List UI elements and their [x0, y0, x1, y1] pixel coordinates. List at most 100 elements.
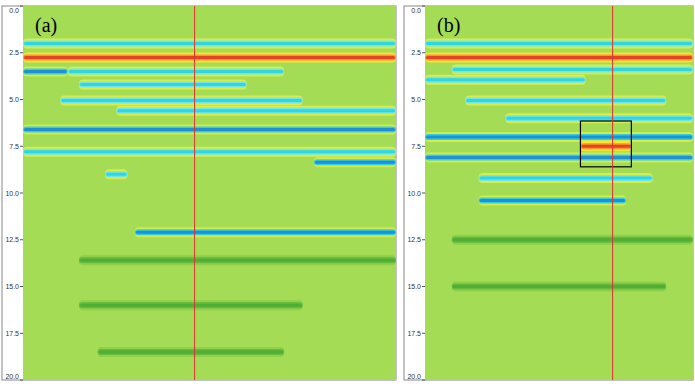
reflector-halo — [452, 65, 693, 75]
figure: 0.02.55.07.510.012.515.017.520.0(a)0.02.… — [0, 0, 695, 386]
y-tick — [422, 6, 425, 7]
y-tick — [20, 193, 23, 194]
reflector-halo — [425, 75, 586, 85]
reflector-halo — [479, 173, 653, 183]
y-tick-label: 5.0 — [411, 96, 421, 103]
reflector-core — [581, 145, 630, 148]
reflector-halo — [23, 124, 396, 134]
reflector-band — [425, 77, 586, 83]
reflector-halo — [425, 52, 693, 62]
y-tick-label: 0.0 — [9, 7, 19, 14]
reflector — [425, 152, 693, 162]
y-tick — [422, 239, 425, 240]
plot-background — [425, 6, 693, 380]
reflector-halo — [60, 95, 302, 105]
reflector — [505, 113, 693, 123]
y-tick-label: 17.5 — [5, 330, 19, 337]
reflector-halo — [452, 282, 666, 292]
panel: 0.02.55.07.510.012.515.017.520.0(b) — [404, 6, 693, 380]
reflector-halo — [23, 52, 396, 62]
panel-frame — [2, 6, 396, 380]
reflector-band — [79, 302, 303, 308]
reflector-core — [24, 56, 395, 59]
reflector-core — [426, 78, 585, 81]
reflector-halo — [79, 80, 247, 90]
reflector-band — [79, 257, 396, 263]
reflector — [79, 300, 303, 310]
reflector — [452, 282, 666, 292]
reflector-band — [68, 68, 284, 74]
reflector-halo — [314, 157, 396, 167]
reflector-core — [453, 68, 692, 71]
reflector-core — [426, 56, 692, 59]
y-tick — [20, 99, 23, 100]
reflector-halo — [505, 113, 693, 123]
reflector-band — [425, 134, 693, 140]
reflector-halo — [580, 141, 631, 151]
trace-marker — [612, 6, 613, 380]
marks — [425, 6, 693, 380]
reflector — [79, 80, 247, 90]
reflector — [479, 173, 653, 183]
reflector-band — [452, 67, 693, 73]
reflector-core — [480, 199, 625, 202]
reflector-halo — [452, 235, 693, 245]
reflector-core — [480, 177, 652, 180]
reflector-halo — [105, 169, 127, 179]
reflector — [479, 195, 626, 205]
reflector-halo — [425, 38, 693, 48]
reflector-core — [99, 350, 284, 353]
reflector-core — [69, 70, 283, 73]
reflector — [314, 157, 396, 167]
y-tick — [422, 52, 425, 53]
y-tick-label: 17.5 — [407, 330, 421, 337]
reflector-core — [466, 99, 665, 102]
reflector-halo — [465, 95, 666, 105]
marks — [23, 6, 396, 380]
reflector-band — [452, 237, 693, 243]
reflector — [23, 38, 396, 48]
reflector-core — [315, 161, 395, 164]
reflector — [23, 124, 396, 134]
reflector-halo — [135, 227, 396, 237]
reflector-band — [23, 54, 396, 60]
reflector-core — [426, 135, 692, 138]
y-tick-label: 12.5 — [5, 236, 19, 243]
y-tick-label: 2.5 — [411, 49, 421, 56]
reflector-band — [425, 54, 693, 60]
panel-title: (b) — [437, 14, 460, 37]
reflector-core — [453, 238, 692, 241]
reflector — [60, 95, 302, 105]
y-tick-label: 15.0 — [407, 283, 421, 290]
y-tick — [422, 193, 425, 194]
reflector-core — [80, 304, 302, 307]
reflector — [425, 75, 586, 85]
y-tick — [422, 146, 425, 147]
reflector-core — [24, 42, 395, 45]
reflector — [135, 227, 396, 237]
y-tick — [20, 239, 23, 240]
reflector-halo — [98, 347, 285, 357]
y-tick — [422, 380, 425, 381]
reflector-band — [479, 175, 653, 181]
panel: 0.02.55.07.510.012.515.017.520.0(a) — [2, 6, 396, 380]
reflector — [580, 141, 631, 151]
reflector — [425, 52, 693, 62]
y-tick-label: 7.5 — [9, 143, 19, 150]
reflector-core — [117, 109, 395, 112]
reflector-halo — [479, 195, 626, 205]
y-tick-label: 10.0 — [5, 190, 19, 197]
reflector-band — [479, 197, 626, 203]
y-tick-label: 12.5 — [407, 236, 421, 243]
y-tick — [20, 6, 23, 7]
y-tick — [20, 380, 23, 381]
reflector — [425, 38, 693, 48]
reflector-core — [136, 231, 395, 234]
reflector-band — [452, 284, 666, 290]
reflector-band — [580, 143, 631, 149]
reflector-band — [465, 97, 666, 103]
reflector — [452, 235, 693, 245]
y-tick-label: 5.0 — [9, 96, 19, 103]
y-tick — [20, 52, 23, 53]
plot-background — [23, 6, 396, 380]
